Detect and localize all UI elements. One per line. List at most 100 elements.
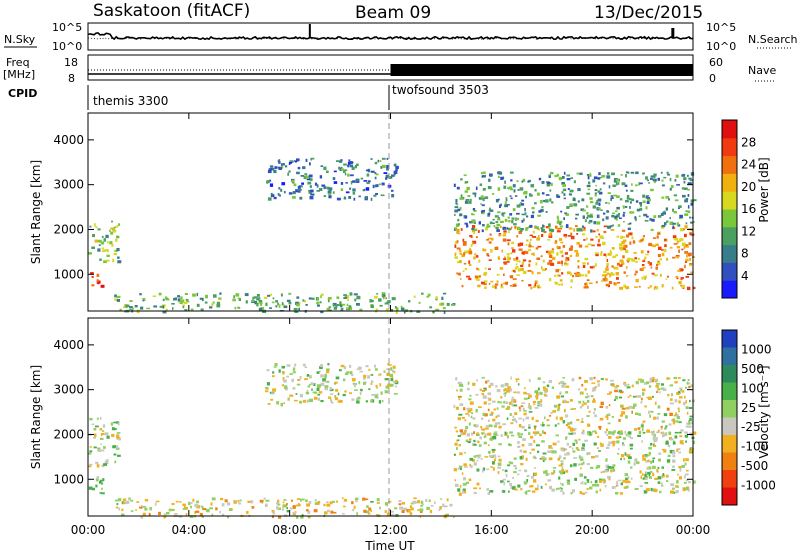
velocity-cell bbox=[481, 376, 485, 379]
velocity-cell bbox=[644, 474, 647, 478]
velocity-cell bbox=[570, 464, 573, 468]
velocity-cell bbox=[638, 430, 641, 434]
velocity-cell bbox=[530, 435, 534, 439]
power-cell bbox=[488, 241, 492, 244]
power-cell bbox=[451, 303, 453, 306]
power-cell bbox=[687, 194, 690, 197]
velocity-cell bbox=[482, 412, 486, 416]
velocity-cell bbox=[568, 445, 572, 449]
velocity-cell bbox=[658, 458, 661, 462]
power-cell bbox=[537, 286, 540, 289]
velocity-cell bbox=[95, 478, 99, 482]
power-cell bbox=[652, 244, 656, 248]
velocity-cell bbox=[487, 432, 492, 436]
power-cell bbox=[472, 208, 476, 211]
velocity-cell bbox=[531, 417, 534, 421]
power-cell bbox=[323, 166, 327, 171]
power-cell bbox=[531, 207, 535, 210]
power-cell bbox=[317, 297, 319, 301]
velocity-cell bbox=[560, 395, 565, 398]
power-cell bbox=[625, 189, 628, 192]
freq-unit-label: [MHz] bbox=[3, 68, 35, 81]
velocity-cell bbox=[265, 387, 268, 389]
velocity-cell bbox=[665, 441, 669, 445]
velocity-cell bbox=[457, 381, 462, 384]
power-cell bbox=[146, 307, 151, 310]
ytick-label: 3000 bbox=[53, 383, 84, 397]
velocity-cell bbox=[529, 452, 532, 455]
velocity-cell bbox=[582, 443, 585, 447]
power-cell bbox=[288, 162, 291, 165]
power-cell bbox=[562, 184, 566, 187]
power-cell bbox=[292, 191, 296, 195]
power-cell bbox=[564, 263, 569, 266]
velocity-cell bbox=[599, 417, 604, 421]
velocity-cell bbox=[692, 480, 696, 484]
ytick-label: 3000 bbox=[53, 178, 84, 192]
velocity-cell bbox=[524, 469, 528, 473]
velocity-cell bbox=[409, 505, 413, 509]
velocity-cell bbox=[605, 415, 609, 418]
time-axis: 00:00 04:00 08:00 12:00 16:00 20:00 00:00 bbox=[71, 113, 710, 537]
power-cell bbox=[507, 242, 510, 246]
power-cell bbox=[256, 294, 260, 297]
velocity-cell bbox=[171, 508, 175, 511]
power-cell bbox=[296, 158, 300, 162]
power-cell bbox=[516, 204, 521, 208]
power-cell bbox=[681, 187, 686, 190]
power-cell bbox=[631, 183, 633, 186]
power-cell bbox=[152, 295, 157, 297]
velocity-cell bbox=[587, 431, 591, 433]
velocity-cell bbox=[573, 432, 576, 435]
velocity-cell bbox=[615, 436, 620, 439]
velocity-cell bbox=[676, 480, 679, 484]
velocity-cell bbox=[555, 416, 558, 420]
velocity-cell bbox=[455, 406, 459, 410]
velocity-cell bbox=[415, 501, 418, 504]
velocity-cell bbox=[625, 407, 630, 410]
velocity-cell bbox=[683, 475, 686, 479]
velocity-cell bbox=[316, 371, 320, 374]
power-cell bbox=[642, 235, 645, 238]
velocity-cell bbox=[443, 505, 448, 508]
velocity-cell bbox=[121, 513, 125, 516]
velocity-cell bbox=[115, 447, 120, 450]
velocity-cell bbox=[461, 432, 466, 435]
velocity-cell bbox=[583, 461, 585, 465]
power-cell bbox=[123, 306, 126, 308]
velocity-cell bbox=[590, 466, 594, 469]
power-cell bbox=[466, 250, 469, 254]
velocity-cell bbox=[686, 469, 689, 472]
velocity-cell bbox=[332, 500, 335, 503]
power-cell bbox=[663, 210, 666, 214]
velocity-cell bbox=[679, 431, 682, 434]
power-cell bbox=[336, 296, 340, 299]
power-cell bbox=[680, 268, 684, 271]
velocity-cell bbox=[174, 513, 178, 515]
velocity-cell bbox=[558, 470, 563, 473]
velocity-cell bbox=[104, 432, 109, 436]
velocity-cell bbox=[628, 435, 631, 438]
velocity-cell bbox=[644, 455, 648, 458]
power-cell bbox=[570, 232, 573, 236]
power-cell bbox=[541, 229, 545, 233]
velocity-cell bbox=[504, 431, 507, 435]
velocity-cell bbox=[458, 398, 461, 401]
power-cell bbox=[563, 193, 566, 197]
velocity-cell bbox=[506, 435, 509, 439]
velocity-cell bbox=[425, 498, 428, 502]
velocity-cell bbox=[492, 418, 496, 422]
power-cell bbox=[576, 252, 579, 256]
power-cell bbox=[343, 294, 347, 296]
velocity-cell bbox=[292, 505, 296, 508]
power-cell bbox=[482, 209, 485, 213]
velocity-cell bbox=[366, 505, 369, 508]
power-cell bbox=[503, 230, 507, 233]
velocity-cell bbox=[483, 387, 487, 390]
velocity-cell bbox=[368, 388, 371, 390]
velocity-cell bbox=[625, 434, 628, 437]
velocity-cell bbox=[89, 446, 92, 448]
power-cell bbox=[570, 286, 573, 289]
velocity-cell bbox=[329, 387, 332, 391]
velocity-cell bbox=[687, 481, 691, 484]
